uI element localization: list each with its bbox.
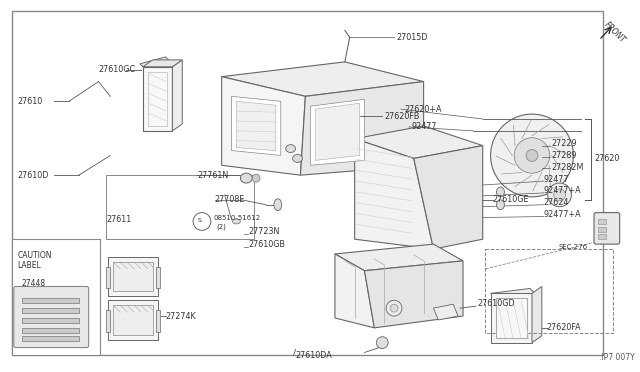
Polygon shape [106,267,110,288]
Polygon shape [365,261,463,328]
Polygon shape [532,286,542,343]
Polygon shape [156,310,159,332]
Polygon shape [232,96,281,155]
FancyBboxPatch shape [594,213,620,244]
Bar [22,328,79,333]
Polygon shape [108,300,157,340]
Text: LABEL: LABEL [18,261,42,270]
Text: 27610GC: 27610GC [99,65,136,74]
Text: 27610GE: 27610GE [493,195,529,204]
Ellipse shape [241,173,252,183]
Text: 27761N: 27761N [197,171,228,180]
Polygon shape [143,67,172,131]
Circle shape [515,138,550,173]
Text: 92477: 92477 [412,122,437,131]
Text: 27289: 27289 [552,151,577,160]
Polygon shape [335,254,374,328]
Circle shape [390,304,398,312]
Bar [22,336,79,341]
Text: 27610GD: 27610GD [478,299,515,308]
Text: 27015D: 27015D [396,33,428,42]
Bar [106,175,254,239]
Text: SEC.276: SEC.276 [558,244,587,250]
Text: 27708E: 27708E [215,195,245,204]
Polygon shape [335,244,463,271]
Ellipse shape [232,219,241,224]
Bar [22,318,79,323]
Polygon shape [140,57,179,77]
Text: 27610: 27610 [18,97,43,106]
Text: .IP7 007Y: .IP7 007Y [599,353,635,362]
Text: 27620+A: 27620+A [404,105,442,114]
Text: 27282M: 27282M [552,163,584,172]
Bar [22,298,79,303]
Bar [12,239,100,355]
Text: 27620: 27620 [594,154,620,163]
Text: 92477+A: 92477+A [544,210,581,219]
Circle shape [491,114,573,197]
Bar [598,219,606,224]
Polygon shape [310,99,365,165]
Text: 27723N: 27723N [248,227,280,236]
Polygon shape [172,60,182,131]
Text: 27274K: 27274K [166,311,196,321]
Circle shape [526,150,538,161]
Bar [598,234,606,239]
Text: CAUTION: CAUTION [18,251,52,260]
Text: (2): (2) [217,223,227,230]
Polygon shape [355,126,483,158]
Polygon shape [413,145,483,249]
Text: 92477: 92477 [544,174,570,184]
Polygon shape [491,294,532,343]
Text: 27610DA: 27610DA [296,351,332,360]
Bar [484,249,612,333]
Bar [22,308,79,313]
Text: 27229: 27229 [552,139,577,148]
Circle shape [386,300,402,316]
Polygon shape [236,101,276,151]
Text: 27611: 27611 [106,215,132,224]
Bar [495,298,527,338]
Bar [148,72,168,126]
Polygon shape [113,262,153,291]
Polygon shape [433,304,458,320]
Ellipse shape [274,199,282,211]
Text: 27610GB: 27610GB [248,240,285,248]
Text: 27624: 27624 [544,198,569,207]
Text: S: S [198,218,202,223]
Polygon shape [221,62,424,96]
Text: 27610D: 27610D [18,171,49,180]
Polygon shape [156,267,159,288]
Ellipse shape [252,174,260,182]
Circle shape [554,189,566,201]
Circle shape [548,183,572,207]
Ellipse shape [497,200,504,210]
Text: 27620FB: 27620FB [384,112,420,121]
Text: 92477+A: 92477+A [544,186,581,195]
Text: FRONT: FRONT [602,20,627,45]
Text: 27620FA: 27620FA [547,323,581,332]
Polygon shape [113,305,153,335]
Polygon shape [108,257,157,296]
Text: 08510-51612: 08510-51612 [214,215,261,221]
Ellipse shape [497,187,504,197]
FancyBboxPatch shape [14,286,89,347]
Polygon shape [106,310,110,332]
Polygon shape [355,139,433,249]
Circle shape [376,337,388,349]
Polygon shape [491,288,542,305]
Ellipse shape [292,154,303,162]
Polygon shape [143,60,182,67]
Bar [598,227,606,232]
Ellipse shape [285,145,296,153]
Polygon shape [300,81,424,175]
Text: 27448: 27448 [22,279,46,288]
Polygon shape [221,77,305,175]
Polygon shape [316,103,360,160]
